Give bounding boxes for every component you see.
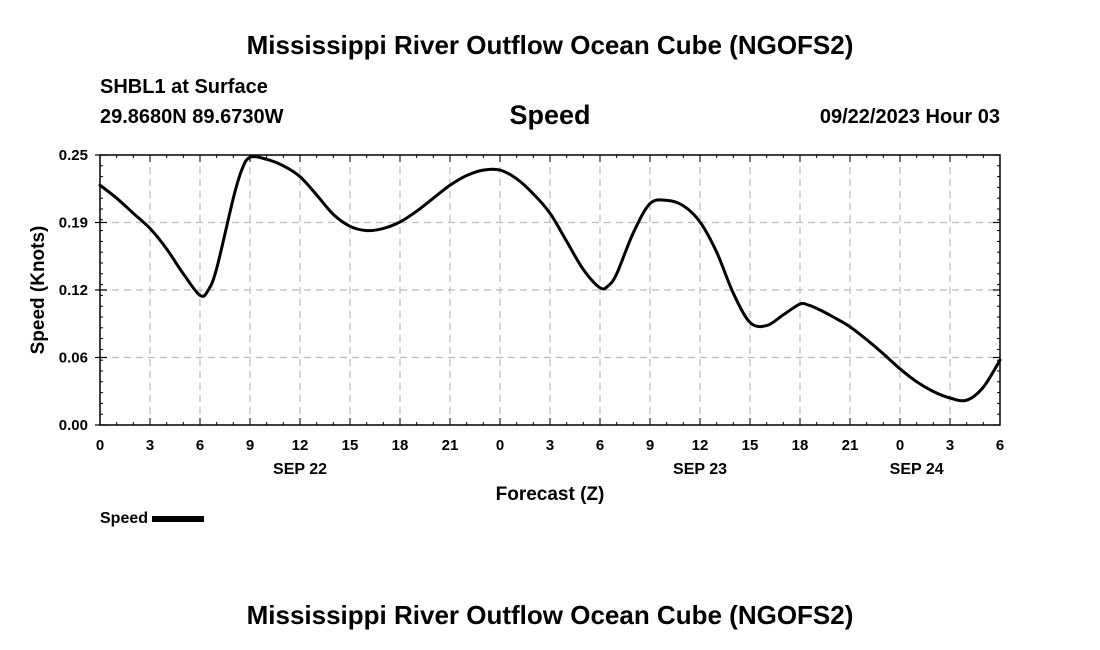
x-tick-label: 9: [646, 437, 654, 454]
station-coordinates: 29.8680N 89.6730W: [100, 106, 284, 128]
y-tick-label: 0.06: [59, 350, 88, 367]
x-tick-label: 6: [596, 437, 604, 454]
x-tick-label: 0: [96, 437, 104, 454]
date-label: SEP 23: [673, 461, 727, 478]
y-axis-label: Speed (Knots): [28, 226, 49, 355]
x-tick-label: 6: [996, 437, 1004, 454]
forecast-datetime: 09/22/2023 Hour 03: [819, 106, 1000, 128]
date-label: SEP 22: [273, 461, 327, 478]
legend-label: Speed: [100, 510, 149, 527]
x-tick-label: 18: [792, 437, 809, 454]
x-tick-label: 0: [896, 437, 904, 454]
date-label: SEP 24: [890, 461, 944, 478]
x-axis-label: Forecast (Z): [496, 484, 605, 505]
legend-swatch: [152, 516, 205, 522]
x-tick-label: 3: [146, 437, 154, 454]
y-tick-label: 0.12: [59, 282, 88, 299]
speed-series-line: [98, 155, 1002, 403]
legend: Speed: [100, 510, 205, 528]
x-tick-label: 9: [246, 437, 254, 454]
station-label: SHBL1 at Surface: [100, 76, 268, 98]
x-tick-label: 18: [392, 437, 409, 454]
x-tick-label: 12: [292, 437, 309, 454]
y-tick-label: 0.00: [59, 417, 88, 434]
x-tick-label: 3: [546, 437, 554, 454]
x-tick-label: 21: [842, 437, 859, 454]
y-tick-label: 0.19: [59, 215, 88, 232]
x-tick-label: 21: [442, 437, 459, 454]
variable-title: Speed: [509, 100, 591, 130]
plot-frame: [99, 154, 1001, 426]
x-tick-label: 3: [946, 437, 954, 454]
x-tick-label: 12: [692, 437, 709, 454]
chart-title: Mississippi River Outflow Ocean Cube (NG…: [246, 30, 854, 60]
footer-title: Mississippi River Outflow Ocean Cube (NG…: [246, 600, 854, 630]
x-tick-label: 15: [742, 437, 759, 454]
x-tick-label: 15: [342, 437, 359, 454]
x-tick-label: 0: [496, 437, 504, 454]
x-tick-label: 6: [196, 437, 204, 454]
y-tick-label: 0.25: [59, 147, 88, 164]
